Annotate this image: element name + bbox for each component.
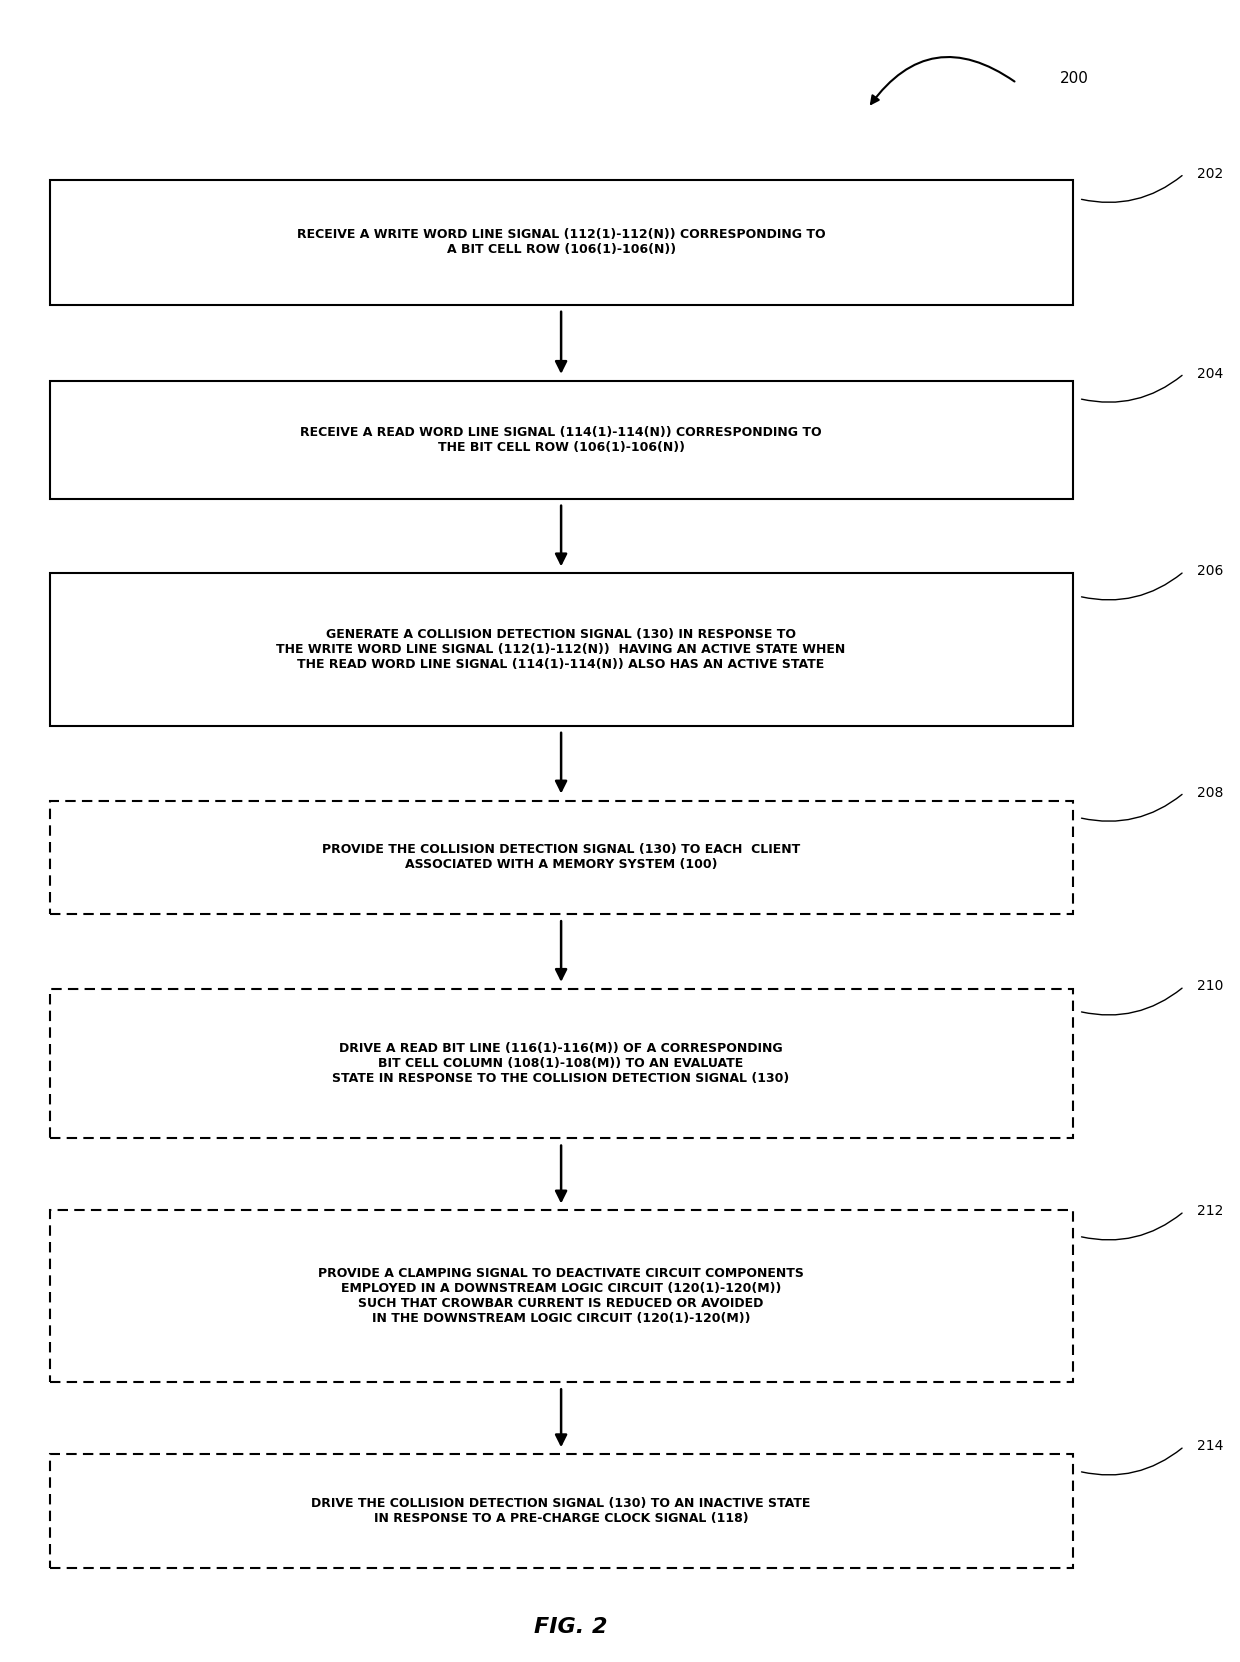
Bar (50, 1454, 1073, 1567)
Bar (50, 1210, 1073, 1383)
Text: 204: 204 (1197, 367, 1223, 381)
Text: 206: 206 (1197, 565, 1223, 578)
Text: RECEIVE A WRITE WORD LINE SIGNAL (112(1)-112(N)) CORRESPONDING TO
A BIT CELL ROW: RECEIVE A WRITE WORD LINE SIGNAL (112(1)… (296, 228, 826, 256)
Bar (50, 179, 1073, 304)
Text: DRIVE A READ BIT LINE (116(1)-116(M)) OF A CORRESPONDING
BIT CELL COLUMN (108(1): DRIVE A READ BIT LINE (116(1)-116(M)) OF… (332, 1042, 790, 1085)
Text: 210: 210 (1197, 979, 1223, 994)
Bar (50, 381, 1073, 499)
Text: FIG. 2: FIG. 2 (533, 1617, 608, 1637)
Text: 214: 214 (1197, 1439, 1223, 1453)
Bar (50, 989, 1073, 1138)
Text: 208: 208 (1197, 786, 1223, 799)
Text: PROVIDE A CLAMPING SIGNAL TO DEACTIVATE CIRCUIT COMPONENTS
EMPLOYED IN A DOWNSTR: PROVIDE A CLAMPING SIGNAL TO DEACTIVATE … (319, 1268, 804, 1325)
Text: RECEIVE A READ WORD LINE SIGNAL (114(1)-114(N)) CORRESPONDING TO
THE BIT CELL RO: RECEIVE A READ WORD LINE SIGNAL (114(1)-… (300, 425, 822, 454)
Text: 202: 202 (1197, 166, 1223, 181)
Text: PROVIDE THE COLLISION DETECTION SIGNAL (130) TO EACH  CLIENT
ASSOCIATED WITH A M: PROVIDE THE COLLISION DETECTION SIGNAL (… (322, 843, 800, 871)
Text: 212: 212 (1197, 1205, 1223, 1218)
Bar (50, 573, 1073, 726)
Text: 200: 200 (1060, 71, 1089, 86)
Text: GENERATE A COLLISION DETECTION SIGNAL (130) IN RESPONSE TO
THE WRITE WORD LINE S: GENERATE A COLLISION DETECTION SIGNAL (1… (277, 628, 846, 671)
Text: DRIVE THE COLLISION DETECTION SIGNAL (130) TO AN INACTIVE STATE
IN RESPONSE TO A: DRIVE THE COLLISION DETECTION SIGNAL (13… (311, 1497, 811, 1526)
Bar (50, 801, 1073, 914)
